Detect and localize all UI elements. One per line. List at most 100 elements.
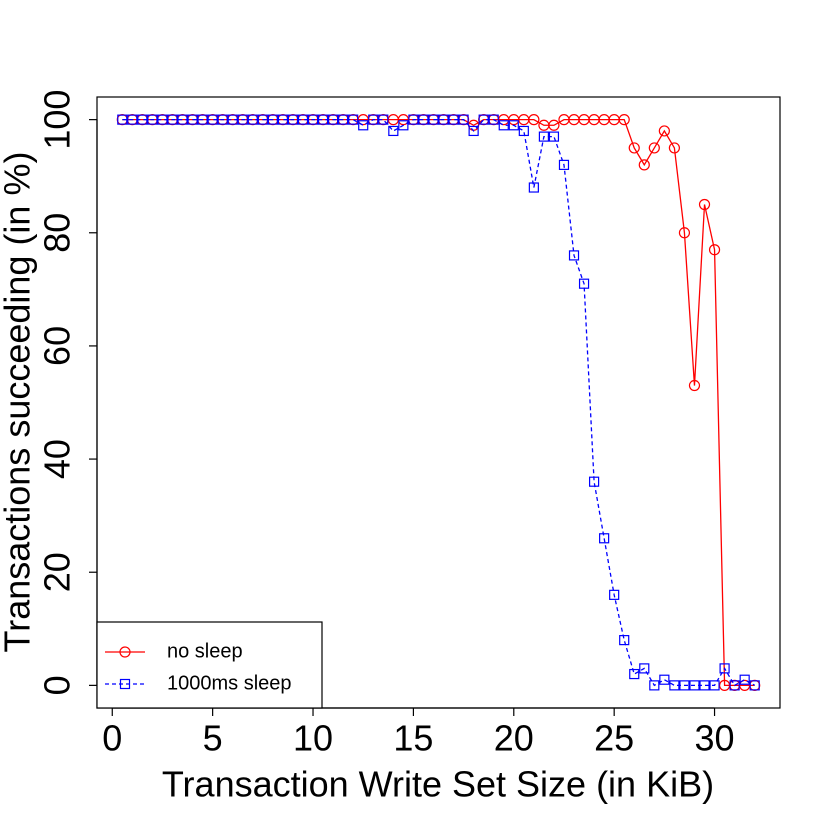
marker bbox=[528, 182, 539, 193]
marker bbox=[267, 114, 278, 125]
marker bbox=[398, 120, 409, 131]
marker bbox=[708, 244, 721, 256]
marker bbox=[338, 114, 349, 125]
marker bbox=[658, 125, 670, 137]
marker bbox=[458, 114, 469, 125]
marker bbox=[197, 114, 208, 125]
marker bbox=[187, 114, 198, 125]
marker bbox=[668, 142, 680, 154]
x-tick-label: 30 bbox=[695, 718, 735, 759]
y-tick-label: 80 bbox=[37, 213, 78, 253]
marker bbox=[698, 198, 711, 211]
marker bbox=[639, 663, 650, 674]
marker bbox=[688, 379, 701, 392]
marker bbox=[749, 680, 760, 691]
marker bbox=[418, 114, 429, 125]
marker bbox=[739, 674, 750, 685]
marker bbox=[438, 114, 449, 125]
marker bbox=[137, 114, 148, 125]
marker bbox=[257, 114, 268, 125]
y-tick-label: 20 bbox=[37, 552, 78, 592]
marker bbox=[578, 278, 590, 289]
marker bbox=[548, 119, 560, 131]
marker bbox=[488, 114, 499, 125]
y-axis-label: Transactions succeeding (in %) bbox=[0, 152, 38, 653]
marker bbox=[619, 635, 630, 646]
marker bbox=[689, 680, 700, 691]
marker bbox=[157, 114, 168, 125]
series-line bbox=[122, 118, 756, 687]
x-tick-label: 20 bbox=[494, 718, 534, 759]
marker bbox=[528, 114, 540, 126]
marker bbox=[297, 114, 309, 125]
marker bbox=[378, 114, 389, 125]
marker bbox=[388, 125, 399, 137]
marker bbox=[699, 680, 710, 691]
legend-marker bbox=[119, 678, 131, 690]
marker bbox=[348, 114, 359, 125]
marker bbox=[147, 114, 158, 125]
marker bbox=[498, 120, 509, 131]
marker bbox=[428, 114, 439, 125]
marker bbox=[679, 680, 690, 691]
marker bbox=[227, 114, 238, 125]
marker bbox=[468, 125, 479, 137]
legend-box bbox=[96, 621, 323, 709]
y-tick-label: 100 bbox=[37, 90, 78, 150]
marker bbox=[368, 114, 379, 125]
marker bbox=[648, 142, 660, 154]
x-tick-label: 5 bbox=[203, 718, 223, 759]
legend-label: 1000ms sleep bbox=[167, 672, 292, 694]
marker bbox=[629, 668, 640, 680]
marker bbox=[568, 250, 580, 261]
y-tick-label: 40 bbox=[37, 439, 78, 479]
x-axis-label: Transaction Write Set Size (in KiB) bbox=[162, 764, 714, 805]
marker bbox=[659, 674, 670, 685]
legend-label: no sleep bbox=[167, 640, 243, 662]
marker bbox=[558, 159, 570, 170]
x-tick-label: 10 bbox=[293, 718, 333, 759]
marker bbox=[518, 125, 529, 137]
marker bbox=[117, 114, 128, 125]
series-line bbox=[122, 118, 755, 687]
plot-area bbox=[116, 114, 761, 691]
marker bbox=[307, 114, 319, 125]
marker bbox=[317, 114, 329, 125]
marker bbox=[719, 663, 730, 674]
marker bbox=[358, 120, 369, 131]
y-tick-label: 0 bbox=[37, 675, 78, 695]
marker bbox=[177, 114, 188, 125]
marker bbox=[277, 114, 289, 125]
marker bbox=[678, 227, 691, 239]
marker bbox=[729, 680, 740, 691]
marker bbox=[167, 114, 178, 125]
marker bbox=[709, 680, 720, 691]
marker bbox=[638, 159, 650, 171]
marker bbox=[649, 680, 660, 691]
marker bbox=[408, 114, 419, 125]
x-tick-label: 25 bbox=[594, 718, 634, 759]
marker bbox=[618, 114, 630, 126]
marker bbox=[508, 120, 519, 131]
marker bbox=[609, 589, 620, 600]
marker bbox=[478, 114, 489, 125]
marker bbox=[669, 680, 680, 691]
x-tick-label: 0 bbox=[102, 718, 122, 759]
marker bbox=[548, 131, 560, 142]
marker bbox=[287, 114, 299, 125]
marker bbox=[237, 114, 248, 125]
y-tick-label: 60 bbox=[37, 326, 78, 366]
marker bbox=[538, 131, 550, 142]
marker bbox=[247, 114, 258, 125]
marker bbox=[588, 476, 600, 487]
marker bbox=[207, 114, 218, 125]
legend-marker bbox=[119, 646, 131, 658]
marker bbox=[448, 114, 459, 125]
marker bbox=[217, 114, 228, 125]
marker bbox=[327, 114, 339, 125]
marker bbox=[628, 142, 640, 154]
marker bbox=[127, 114, 138, 125]
x-tick-label: 15 bbox=[393, 718, 433, 759]
plot-frame bbox=[96, 96, 781, 709]
